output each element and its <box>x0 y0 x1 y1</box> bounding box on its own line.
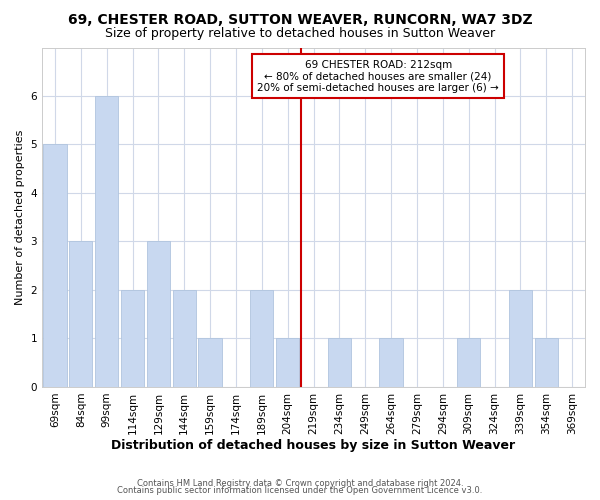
Bar <box>535 338 558 387</box>
Text: Size of property relative to detached houses in Sutton Weaver: Size of property relative to detached ho… <box>105 28 495 40</box>
Bar <box>457 338 480 387</box>
Bar <box>147 242 170 387</box>
Bar <box>69 242 92 387</box>
Bar <box>509 290 532 387</box>
Y-axis label: Number of detached properties: Number of detached properties <box>15 130 25 305</box>
X-axis label: Distribution of detached houses by size in Sutton Weaver: Distribution of detached houses by size … <box>112 440 515 452</box>
Bar <box>276 338 299 387</box>
Bar <box>43 144 67 387</box>
Bar <box>173 290 196 387</box>
Bar <box>379 338 403 387</box>
Bar <box>250 290 274 387</box>
Text: Contains HM Land Registry data © Crown copyright and database right 2024.: Contains HM Land Registry data © Crown c… <box>137 478 463 488</box>
Bar <box>95 96 118 387</box>
Bar <box>328 338 351 387</box>
Text: 69 CHESTER ROAD: 212sqm
← 80% of detached houses are smaller (24)
20% of semi-de: 69 CHESTER ROAD: 212sqm ← 80% of detache… <box>257 60 499 93</box>
Bar <box>199 338 222 387</box>
Text: 69, CHESTER ROAD, SUTTON WEAVER, RUNCORN, WA7 3DZ: 69, CHESTER ROAD, SUTTON WEAVER, RUNCORN… <box>68 12 532 26</box>
Bar <box>121 290 144 387</box>
Text: Contains public sector information licensed under the Open Government Licence v3: Contains public sector information licen… <box>118 486 482 495</box>
